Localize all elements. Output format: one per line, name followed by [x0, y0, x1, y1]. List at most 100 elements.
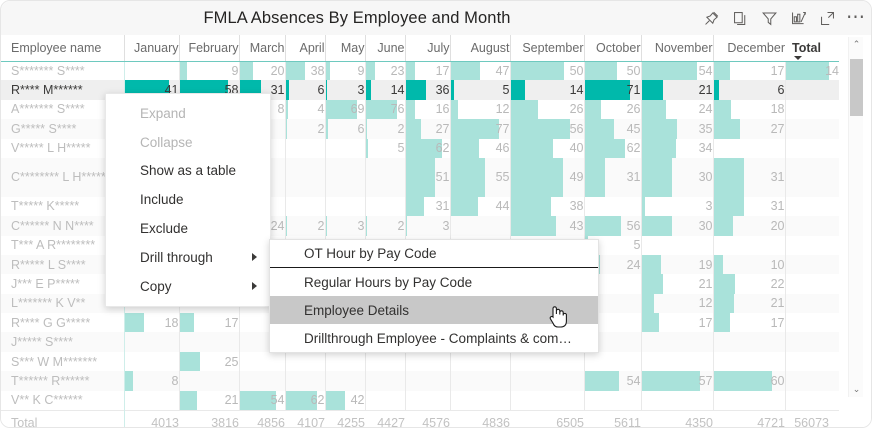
table-cell[interactable]: 20 [238, 61, 285, 81]
context-menu-item-show-as-a-table[interactable]: Show as a table [106, 157, 270, 186]
table-cell[interactable] [123, 390, 179, 411]
table-cell[interactable]: 49 [509, 157, 584, 197]
copy-icon[interactable] [731, 9, 749, 27]
table-cell[interactable] [784, 274, 839, 294]
table-cell[interactable] [284, 351, 325, 372]
table-cell[interactable] [123, 332, 179, 352]
table-cell[interactable] [784, 235, 839, 255]
table-cell[interactable]: 35 [640, 119, 713, 139]
table-cell[interactable]: 14 [784, 61, 839, 81]
table-cell[interactable]: 46 [449, 138, 510, 158]
table-cell[interactable]: 31 [404, 196, 450, 217]
table-cell[interactable]: 21 [640, 274, 713, 294]
table-cell[interactable] [784, 390, 839, 411]
column-header-april[interactable]: April [284, 35, 325, 62]
table-cell[interactable] [784, 157, 839, 197]
table-cell[interactable] [640, 351, 713, 372]
table-cell[interactable] [509, 390, 584, 411]
table-cell[interactable]: 17 [404, 61, 450, 81]
table-cell[interactable]: 31 [583, 157, 641, 197]
table-cell[interactable] [583, 196, 641, 217]
table-cell[interactable] [449, 351, 510, 372]
column-header-total[interactable]: Total [785, 35, 839, 62]
table-cell[interactable] [178, 371, 239, 391]
table-cell[interactable]: 27 [712, 119, 785, 139]
table-cell[interactable]: 55 [449, 157, 510, 197]
table-cell[interactable]: 30 [640, 216, 713, 236]
row-header-employee-name[interactable]: V** K C****** [1, 390, 125, 411]
table-row[interactable]: T****** R******8545760179 [1, 371, 839, 391]
column-header-november[interactable]: November [640, 35, 713, 62]
table-cell[interactable]: 50 [509, 61, 584, 81]
table-cell[interactable] [284, 157, 325, 197]
row-header-employee-name[interactable]: R***** L S**** [1, 254, 125, 275]
table-cell[interactable] [784, 99, 839, 120]
table-cell[interactable] [238, 371, 285, 391]
table-cell[interactable]: 34 [640, 138, 713, 158]
column-header-august[interactable]: August [449, 35, 510, 62]
table-cell[interactable]: 3 [640, 196, 713, 217]
table-cell[interactable]: 30 [640, 157, 713, 197]
table-cell[interactable]: 17 [640, 313, 713, 333]
table-cell[interactable] [583, 351, 641, 372]
table-cell[interactable]: 51 [404, 157, 450, 197]
drill-icon[interactable] [789, 9, 807, 27]
table-cell[interactable] [784, 196, 839, 217]
column-header-september[interactable]: September [509, 35, 584, 62]
table-cell[interactable] [238, 351, 285, 372]
submenu-item-regular-hours-by-pay-code[interactable]: Regular Hours by Pay Code [270, 268, 598, 296]
column-header-march[interactable]: March [238, 35, 285, 62]
table-cell[interactable]: 36 [404, 80, 450, 100]
table-cell[interactable]: 21 [640, 80, 713, 100]
table-cell[interactable] [404, 351, 450, 372]
table-cell[interactable]: 44 [449, 196, 510, 217]
table-cell[interactable] [324, 157, 365, 197]
table-cell[interactable]: 31 [712, 196, 785, 217]
table-cell[interactable]: 76 [364, 99, 405, 120]
column-header-june[interactable]: June [364, 35, 405, 62]
table-cell[interactable]: 17 [712, 313, 785, 333]
table-cell[interactable] [364, 196, 405, 217]
table-cell[interactable]: 12 [449, 99, 510, 120]
row-header-employee-name[interactable]: J***** S**** [1, 332, 125, 352]
column-header-october[interactable]: October [583, 35, 641, 62]
table-cell[interactable] [640, 332, 713, 352]
table-cell[interactable]: 38 [509, 196, 584, 217]
table-cell[interactable] [364, 371, 405, 391]
row-header-employee-name[interactable]: C****** N N**** [1, 216, 125, 236]
table-cell[interactable]: 6 [284, 80, 325, 100]
table-cell[interactable]: 18 [712, 99, 785, 120]
table-cell[interactable] [324, 196, 365, 217]
table-cell[interactable] [364, 157, 405, 197]
table-cell[interactable] [640, 235, 713, 255]
table-cell[interactable]: 2 [364, 216, 405, 236]
table-cell[interactable] [784, 216, 839, 236]
table-cell[interactable]: 69 [324, 99, 365, 120]
table-cell[interactable]: 22 [712, 274, 785, 294]
row-header-employee-name[interactable]: R**** M****** [1, 80, 125, 100]
table-cell[interactable] [509, 371, 584, 391]
table-cell[interactable] [784, 119, 839, 139]
table-cell[interactable] [324, 138, 365, 158]
table-cell[interactable]: 21 [712, 293, 785, 314]
table-cell[interactable]: 56 [509, 119, 584, 139]
table-cell[interactable]: 54 [238, 390, 285, 411]
table-cell[interactable]: 17 [178, 313, 239, 333]
table-row[interactable]: S*** W M*******25179 [1, 351, 839, 372]
table-cell[interactable] [784, 80, 839, 100]
table-cell[interactable]: 38 [284, 61, 325, 81]
table-cell[interactable]: 17 [712, 61, 785, 81]
row-header-employee-name[interactable]: T***** K***** [1, 196, 125, 217]
table-cell[interactable]: 8 [123, 371, 179, 391]
row-header-employee-name[interactable]: T*** A R******** [1, 235, 125, 255]
table-cell[interactable]: 14 [364, 80, 405, 100]
table-cell[interactable] [784, 254, 839, 275]
scroll-up-arrow-icon[interactable]: ⌃ [852, 39, 861, 49]
table-cell[interactable] [123, 351, 179, 372]
vertical-scrollbar[interactable]: ⌃ ⌄ [848, 37, 863, 397]
row-header-employee-name[interactable]: R**** G G***** [1, 313, 125, 333]
table-cell[interactable] [324, 371, 365, 391]
table-cell[interactable]: 27 [404, 119, 450, 139]
table-cell[interactable] [784, 371, 839, 391]
table-cell[interactable] [404, 390, 450, 411]
